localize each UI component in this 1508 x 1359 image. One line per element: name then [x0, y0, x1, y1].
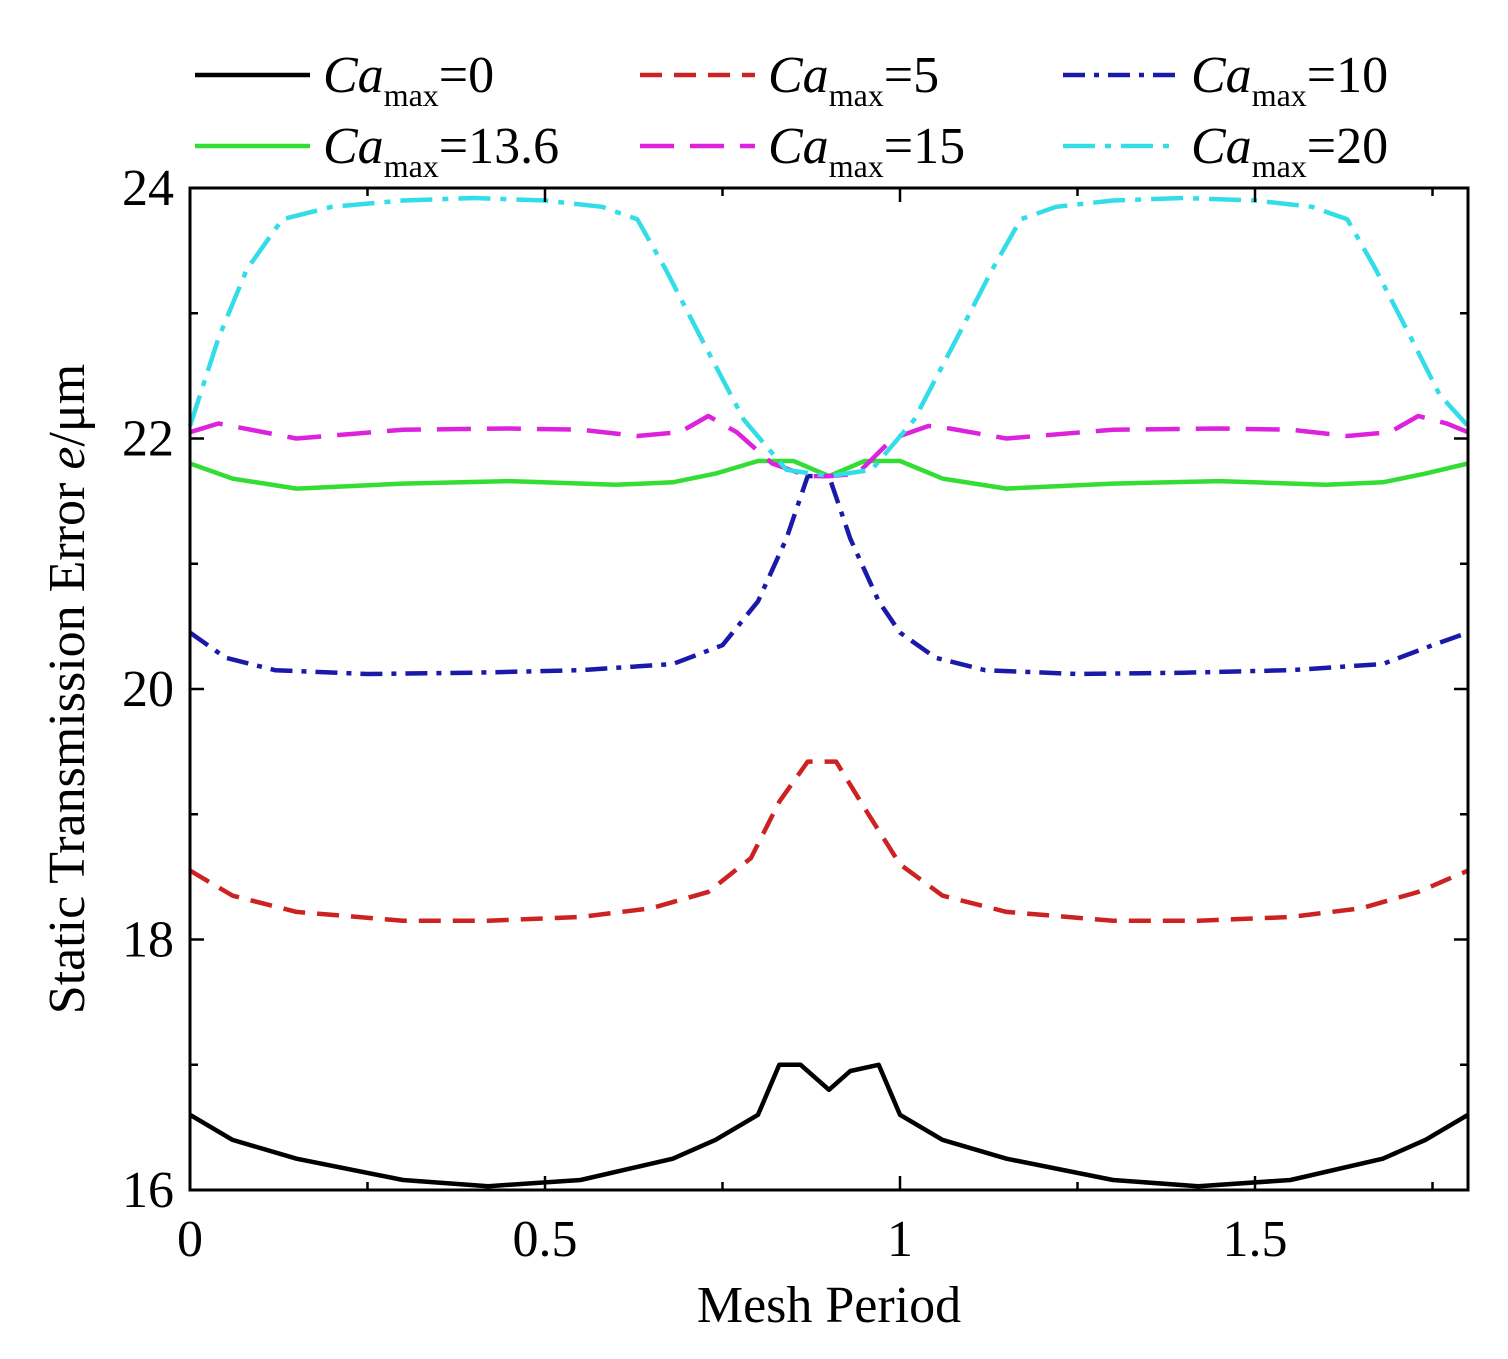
legend-value: =15: [884, 118, 965, 175]
x-axis-label: Mesh Period: [697, 1277, 961, 1334]
legend-label-1: Camax=5: [768, 47, 939, 113]
legend-var: Ca: [323, 47, 384, 104]
series-line-5: [187, 195, 1470, 479]
legend-label-2: Camax=10: [1191, 47, 1388, 113]
x-tick-label: 0.5: [513, 1211, 578, 1268]
legend-value: =5: [884, 47, 939, 104]
y-axis-label-prefix: Static Transmission Error: [39, 470, 96, 1015]
legend-subscript: max: [829, 148, 884, 184]
series-line-0: [188, 1062, 1470, 1189]
legend-label-4: Camax=15: [768, 118, 965, 184]
x-tick-labels: 0 0.5 1 1.5: [177, 1211, 1288, 1268]
y-tick-label: 16: [122, 1162, 174, 1219]
series-line-4: [189, 413, 1469, 479]
y-axis-label-variable: e: [39, 447, 96, 470]
legend-subscript: max: [1252, 77, 1307, 113]
y-tick-label: 18: [122, 912, 174, 969]
legend-subscript: max: [829, 77, 884, 113]
y-axis-label: Static Transmission Error e/μm: [39, 364, 96, 1014]
axis-ticks: [188, 186, 1468, 1192]
legend-var: Ca: [1191, 47, 1252, 104]
legend-value: =13.6: [439, 118, 559, 175]
series-line-2: [188, 473, 1469, 677]
y-tick-labels: 16 18 20 22 24: [122, 160, 174, 1219]
legend-value: =10: [1307, 47, 1388, 104]
x-tick-label: 0: [177, 1211, 203, 1268]
x-tick-label: 1.5: [1223, 1211, 1288, 1268]
legend-label-0: Camax=0: [323, 47, 494, 113]
series-line-1: [188, 759, 1469, 923]
series-layer: [187, 195, 1470, 1189]
legend-var: Ca: [768, 47, 829, 104]
legend-label-3: Camax=13.6: [323, 118, 559, 184]
legend-subscript: max: [1252, 148, 1307, 184]
legend-value: =0: [439, 47, 494, 104]
y-tick-label: 20: [122, 661, 174, 718]
legend-subscript: max: [384, 148, 439, 184]
x-tick-label: 1: [887, 1211, 913, 1268]
y-tick-label: 24: [122, 160, 174, 217]
y-tick-label: 22: [122, 411, 174, 468]
legend-label-5: Camax=20: [1191, 118, 1388, 184]
y-axis-label-unit: /μm: [39, 364, 96, 447]
legend-value: =20: [1307, 118, 1388, 175]
plot-frame: [188, 186, 1470, 1192]
legend-var: Ca: [323, 118, 384, 175]
legend-var: Ca: [1191, 118, 1252, 175]
legend-var: Ca: [768, 118, 829, 175]
legend-subscript: max: [384, 77, 439, 113]
